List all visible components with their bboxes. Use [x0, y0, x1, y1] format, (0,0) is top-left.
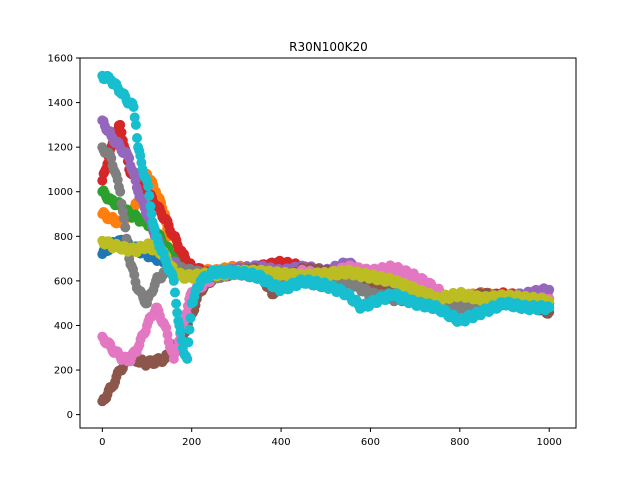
plot-frame [79, 57, 577, 429]
y-tick-label: 400 [54, 321, 73, 332]
x-tick-label: 600 [361, 437, 380, 448]
x-tick-label: 1000 [536, 437, 561, 448]
y-tick-label: 1000 [48, 187, 73, 198]
data-point [116, 198, 127, 209]
data-point [124, 153, 135, 164]
data-point [130, 119, 141, 130]
data-point [185, 313, 196, 323]
data-point [182, 353, 193, 364]
y-tick-label: 800 [54, 232, 73, 243]
data-points [97, 70, 555, 407]
y-tick-label: 200 [54, 366, 73, 377]
data-point [144, 190, 155, 201]
data-point [145, 201, 156, 212]
data-point [168, 275, 179, 286]
y-tick-label: 600 [54, 276, 73, 287]
data-point [129, 112, 140, 123]
x-tick-label: 0 [99, 437, 105, 448]
data-point [544, 284, 555, 295]
y-tick-label: 1600 [48, 54, 73, 65]
data-point [170, 287, 180, 298]
data-point [132, 133, 142, 143]
data-point [116, 127, 127, 138]
y-axis: 0 200 400 600 800 1000 1200 1400 1600 [48, 54, 80, 421]
data-point [143, 181, 154, 192]
y-tick-label: 1200 [48, 143, 73, 154]
y-tick-label: 0 [67, 410, 73, 421]
x-axis: 0 200 400 600 800 1000 [99, 428, 562, 448]
x-tick-label: 200 [182, 437, 201, 448]
data-point [544, 302, 555, 313]
x-tick-label: 400 [272, 437, 291, 448]
series-10 [97, 70, 555, 364]
y-tick-label: 1400 [48, 98, 73, 109]
data-point [175, 326, 186, 337]
chart-title: R30N100K20 [289, 40, 368, 54]
data-point [120, 222, 131, 233]
data-point [183, 337, 194, 348]
data-point [146, 209, 157, 219]
data-point [171, 298, 182, 309]
data-point [184, 324, 195, 335]
data-point [119, 213, 129, 224]
data-point [115, 119, 126, 130]
x-tick-label: 800 [450, 437, 469, 448]
data-point [172, 307, 183, 318]
data-point [115, 186, 126, 197]
data-point [128, 102, 139, 112]
